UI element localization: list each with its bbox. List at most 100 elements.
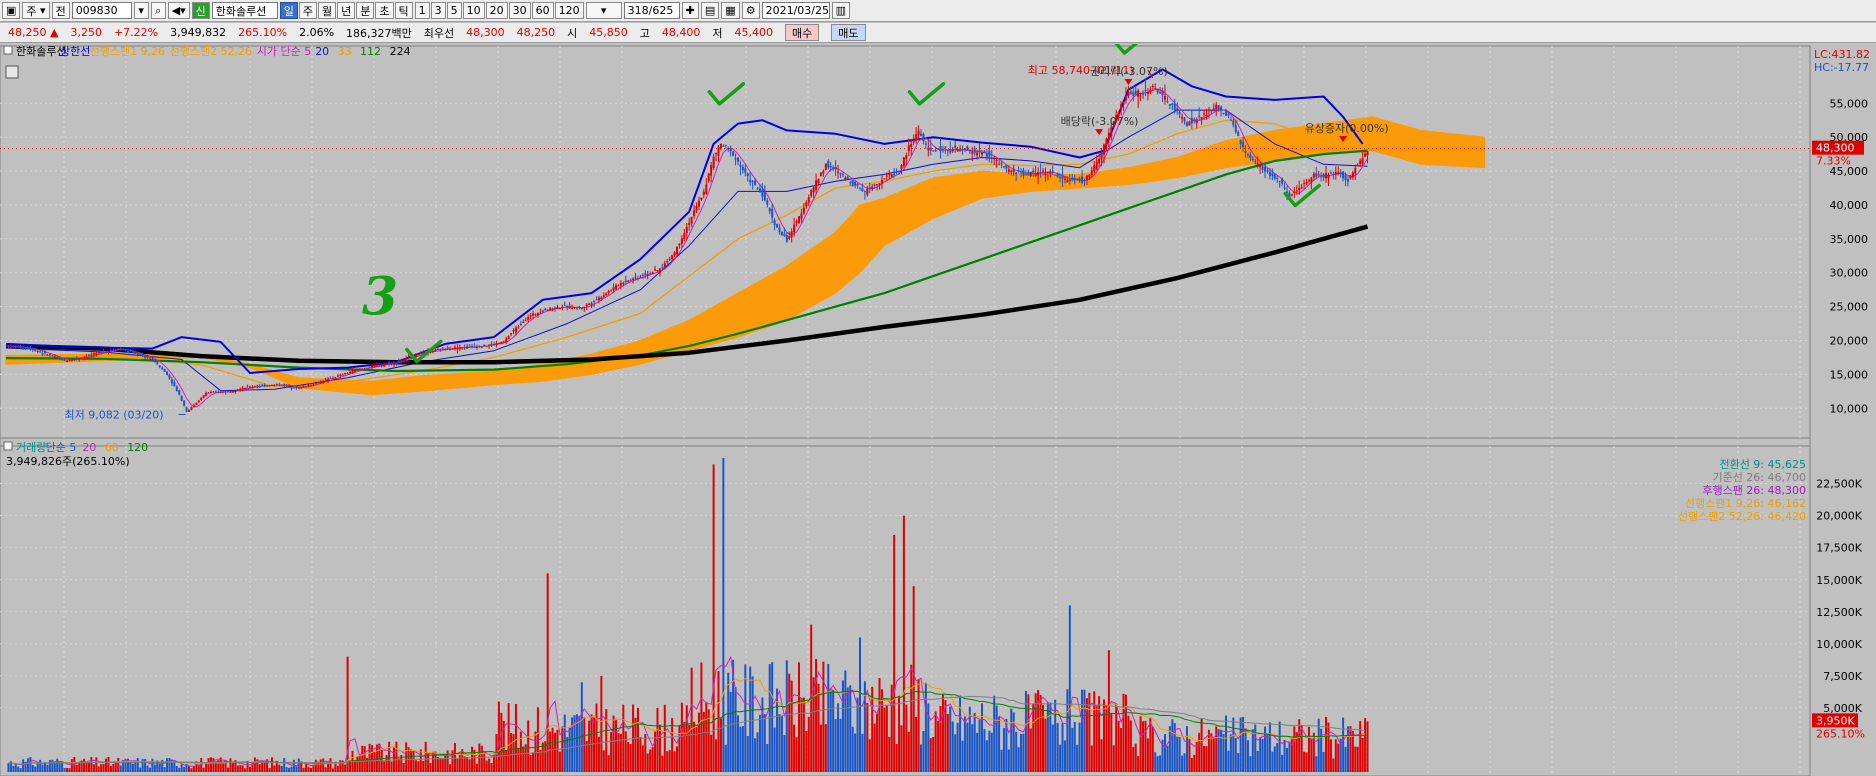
candle-body <box>712 156 715 169</box>
volume-bar <box>1107 650 1110 772</box>
candle-body <box>422 351 425 354</box>
interval-tab[interactable]: 1 <box>414 2 430 19</box>
candle-body <box>41 353 44 355</box>
stock-chart[interactable]: 10,000 15,000 20,000 25,000 30,000 35,000 40,0… <box>0 44 1876 776</box>
candle-body <box>1039 171 1042 174</box>
period-tab[interactable]: 년 <box>337 2 356 19</box>
volume-bar <box>1144 720 1147 772</box>
candle-body <box>922 133 925 142</box>
volume-bar <box>288 767 291 772</box>
candle-body <box>578 307 581 309</box>
buy-button[interactable]: 매수 <box>785 24 820 41</box>
candle-body <box>1088 174 1091 179</box>
volume-bar <box>915 716 918 772</box>
interval-tab[interactable]: 30 <box>508 2 531 19</box>
period-tab[interactable]: 월 <box>318 2 337 19</box>
chart-menu-icon[interactable]: ▣ <box>2 2 21 19</box>
volume-bar <box>959 695 962 772</box>
volume-bar <box>873 723 876 772</box>
volume-bar <box>588 720 591 772</box>
volume-bar <box>636 707 639 772</box>
volume-bar <box>685 705 688 772</box>
interval-tab[interactable]: 5 <box>446 2 462 19</box>
interval-dropdown[interactable]: ▾ <box>585 2 622 19</box>
volume-bar <box>336 765 339 772</box>
candle-body <box>7 345 10 347</box>
turnover-value: 2.06% <box>299 26 335 39</box>
period-tab[interactable]: 초 <box>375 2 394 19</box>
code-dropdown-icon[interactable]: ▾ <box>133 2 149 19</box>
volume-bar <box>766 743 769 772</box>
search-icon[interactable]: ⌕ <box>150 2 166 19</box>
volume-bar <box>317 761 320 772</box>
volume-bar <box>285 767 288 772</box>
sell-button[interactable]: 매도 <box>831 24 866 41</box>
volume-bar <box>397 758 400 772</box>
stock-name-field[interactable]: 한화솔루션 <box>211 2 278 19</box>
info-icon[interactable]: 신 <box>191 2 210 19</box>
volume-bar <box>849 685 852 772</box>
high-price: 48,400 <box>661 26 701 39</box>
candle-body <box>693 210 696 217</box>
candle-body <box>1364 153 1367 157</box>
period-tab[interactable]: 주 <box>298 2 318 19</box>
speaker-icon[interactable]: ◀▾ <box>167 2 190 19</box>
candle-body <box>392 362 395 365</box>
stock-code-input[interactable]: 009830 <box>71 2 132 19</box>
candle-body <box>1122 101 1125 105</box>
candle-body <box>1322 173 1325 178</box>
price-legend-item: 상한선 <box>60 45 90 58</box>
calendar-icon[interactable]: ▥ <box>831 2 850 19</box>
volume-bar <box>1081 689 1084 772</box>
candle-body <box>180 395 183 401</box>
volume-bar <box>656 707 659 772</box>
volume-bar <box>490 762 493 772</box>
mode-select[interactable]: 주 ▾ <box>22 2 50 19</box>
volume-bar <box>244 768 247 772</box>
interval-tab[interactable]: 60 <box>531 2 554 19</box>
candle-body <box>273 384 276 386</box>
volume-bar <box>514 703 517 772</box>
volume-bar <box>702 711 705 772</box>
date-input[interactable]: 2021/03/25 <box>761 2 830 19</box>
period-tab[interactable]: 틱 <box>394 2 413 19</box>
interval-tab[interactable]: 20 <box>485 2 508 19</box>
candle-body <box>1234 125 1237 133</box>
period-tab[interactable]: 분 <box>356 2 375 19</box>
volume-bar <box>222 763 225 772</box>
candle-body <box>1144 89 1147 91</box>
volume-bar <box>1029 728 1032 772</box>
settings-gear-icon[interactable]: ⚙ <box>741 2 760 19</box>
volume-bar <box>895 743 898 772</box>
prev-button[interactable]: 전 <box>51 2 70 19</box>
interval-tab[interactable]: 10 <box>462 2 485 19</box>
volume-bar <box>1239 717 1242 772</box>
candle-body <box>424 351 427 353</box>
candle-body <box>14 346 17 348</box>
candle-body <box>580 307 583 309</box>
crosshair-icon[interactable]: ✚ <box>681 2 699 19</box>
candle-body <box>263 384 266 387</box>
interval-tab[interactable]: 120 <box>554 2 584 19</box>
volume-legend-item: 120 <box>127 441 148 454</box>
volume-bar <box>946 713 949 772</box>
save-icon[interactable]: ▤ <box>700 2 720 19</box>
interval-tab[interactable]: 3 <box>430 2 446 19</box>
candle-body <box>214 391 217 393</box>
volume-bar <box>841 680 844 772</box>
candle-body <box>1288 192 1291 198</box>
volume-bar <box>922 730 925 772</box>
volume-bar <box>1161 739 1164 772</box>
candle-body <box>1207 109 1210 111</box>
volume-bar <box>1251 729 1254 772</box>
candle-body <box>976 152 979 156</box>
period-tab[interactable]: 일 <box>279 2 298 19</box>
candle-body <box>314 382 317 385</box>
candle-body <box>663 263 666 268</box>
candle-body <box>331 377 334 379</box>
print-icon[interactable]: ▦ <box>721 2 740 19</box>
volume-bar <box>131 763 134 772</box>
volume-bar <box>280 765 283 772</box>
candle-body <box>1005 165 1008 169</box>
candle-body <box>741 166 744 171</box>
